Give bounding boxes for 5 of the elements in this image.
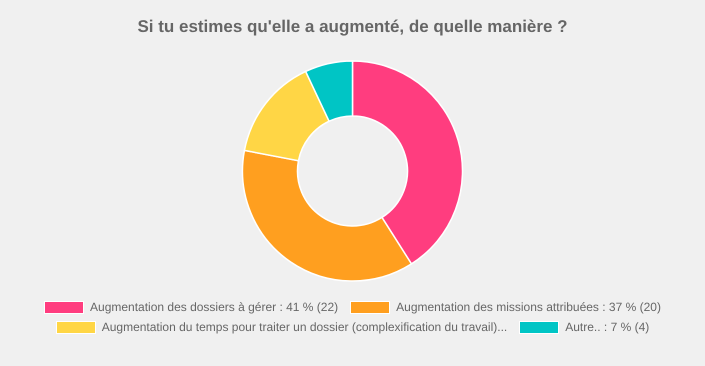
chart-title: Si tu estimes qu'elle a augmenté, de quelle manière ? (137, 17, 568, 36)
legend-label: Augmentation des dossiers à gérer : 41 % (22) (90, 300, 338, 314)
legend-label: Autre.. : 7 % (4) (565, 320, 650, 334)
legend-label: Augmentation des missions attribuées : 37 % (20) (396, 300, 661, 314)
legend-label: Augmentation du temps pour traiter un dossier (complexification du travail)... (102, 320, 508, 334)
